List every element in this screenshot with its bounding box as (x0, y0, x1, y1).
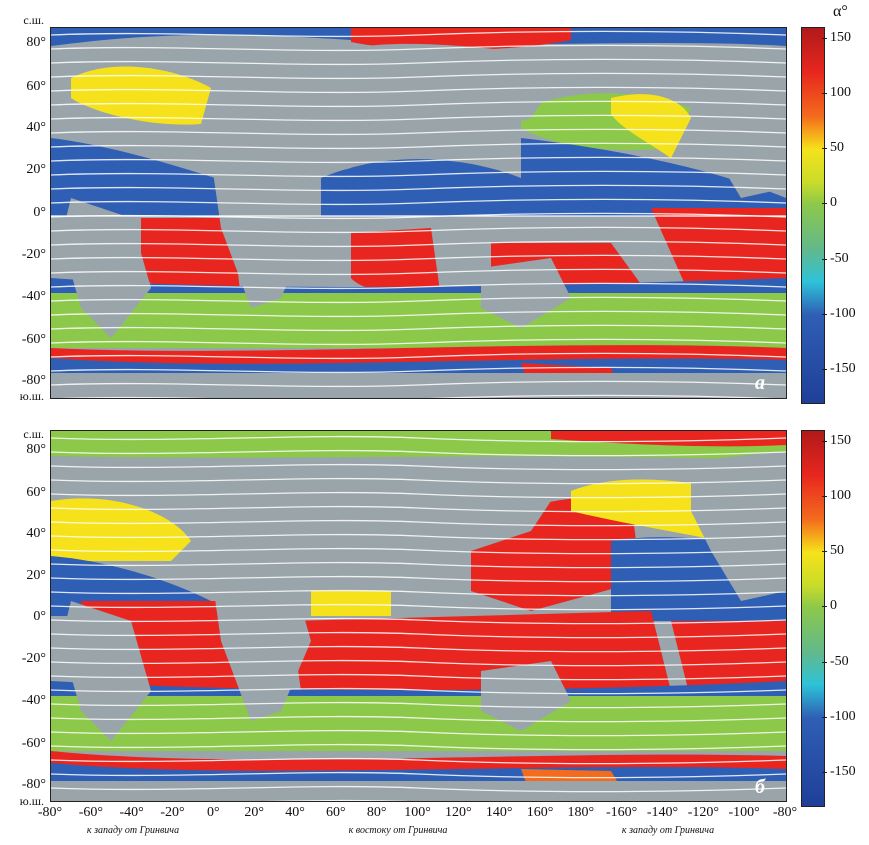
colorbar-tick-label: 50 (830, 543, 844, 559)
lon-label: 180° (567, 805, 595, 820)
colorbar-tick-label: -150 (830, 360, 856, 376)
panel-label-b: б (755, 776, 765, 798)
wind-streamlines (51, 431, 786, 801)
colorbar-tick-mark (822, 661, 827, 663)
lat-label: 80° (26, 442, 46, 457)
lat-label: 60° (26, 79, 46, 94)
direction-label-east: к востоку от Гринвича (348, 825, 448, 836)
lon-label: 20° (244, 805, 264, 820)
lat-label: 80° (26, 35, 46, 50)
lon-label: 120° (445, 805, 472, 820)
lat-label: -80° (21, 777, 46, 792)
colorbar-tick-mark (822, 148, 827, 150)
lon-label: 80° (366, 805, 387, 820)
colorbar-tick-label: 150 (830, 30, 851, 46)
colorbar-tick-label: -50 (830, 653, 849, 669)
colorbar-tick-mark (822, 203, 827, 205)
map-panel-b (50, 430, 787, 802)
lon-label: -100° (728, 805, 760, 820)
colorbar-tick-mark (822, 93, 827, 95)
lon-label: -20° (160, 805, 185, 820)
colorbar-tick-label: 100 (830, 85, 851, 101)
lat-label: -60° (21, 332, 46, 347)
map-panel-a (50, 27, 787, 399)
colorbar-tick-label: 0 (830, 598, 837, 614)
colorbar-title: α° (833, 3, 848, 20)
colorbar-tick-mark (822, 716, 827, 718)
wind-angle-map-a (51, 28, 786, 398)
colorbar-tick-label: -100 (830, 708, 856, 724)
lat-label: -40° (21, 289, 46, 304)
lat-label: 40° (26, 120, 46, 135)
colorbar-tick-label: -150 (830, 763, 856, 779)
wind-angle-map-b (51, 431, 786, 801)
colorbar-tick-label: 100 (830, 488, 851, 504)
colorbar-tick-label: 50 (830, 140, 844, 156)
lat-label: 20° (26, 568, 46, 583)
colorbar-tick-label: -100 (830, 305, 856, 321)
lat-label: 0° (33, 205, 46, 220)
lat-label: -20° (21, 247, 46, 262)
lon-label: -80° (37, 805, 63, 820)
lon-label: -160° (606, 805, 638, 820)
colorbar-tick-label: 150 (830, 433, 851, 449)
hemisphere-south-label-b: ю.ш. (19, 794, 44, 808)
hemisphere-north-label-a: с.ш. (23, 13, 44, 27)
lon-label: 40° (285, 805, 305, 820)
colorbar-tick-mark (822, 496, 827, 498)
colorbar-tick-mark (822, 606, 827, 608)
lon-label: 60° (326, 805, 346, 820)
lon-label: 100° (404, 805, 431, 820)
lon-label: 160° (526, 805, 554, 820)
lat-label: 0° (33, 609, 46, 624)
wind-streamlines (51, 28, 786, 398)
direction-label-west-2: к западу от Гринвича (621, 825, 715, 836)
lon-label: -40° (119, 805, 144, 820)
lon-label: -140° (646, 805, 679, 820)
panel-label-a: а (755, 372, 765, 394)
lat-label: -20° (21, 651, 46, 666)
lat-label: -80° (21, 373, 46, 388)
colorbar-tick-mark (822, 441, 827, 443)
colorbar-a (801, 27, 825, 404)
hemisphere-north-label-b: с.ш. (23, 427, 44, 441)
lat-label: 40° (26, 526, 46, 541)
colorbar-tick-mark (822, 38, 827, 40)
hemisphere-south-label-a: ю.ш. (19, 389, 44, 403)
colorbar-tick-mark (822, 551, 827, 553)
colorbar-tick-mark (822, 313, 827, 315)
colorbar-tick-mark (822, 368, 827, 370)
lon-label: -120° (687, 805, 719, 820)
colorbar-tick-mark (822, 771, 827, 773)
lon-label: 140° (485, 805, 513, 820)
colorbar-tick-label: -50 (830, 250, 849, 266)
lat-label: -60° (21, 736, 46, 751)
lon-label: -80° (772, 805, 798, 820)
lat-label: 60° (26, 485, 46, 500)
lat-label: -40° (21, 693, 46, 708)
colorbar-tick-label: 0 (830, 195, 837, 211)
lon-label: 0° (207, 805, 220, 820)
lat-label: 20° (26, 162, 46, 177)
colorbar-b (801, 430, 825, 807)
direction-label-west: к западу от Гринвича (86, 825, 180, 836)
lon-label: -60° (78, 805, 103, 820)
colorbar-tick-mark (822, 258, 827, 260)
